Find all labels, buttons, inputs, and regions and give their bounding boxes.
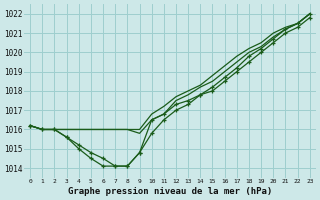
- X-axis label: Graphe pression niveau de la mer (hPa): Graphe pression niveau de la mer (hPa): [68, 187, 272, 196]
